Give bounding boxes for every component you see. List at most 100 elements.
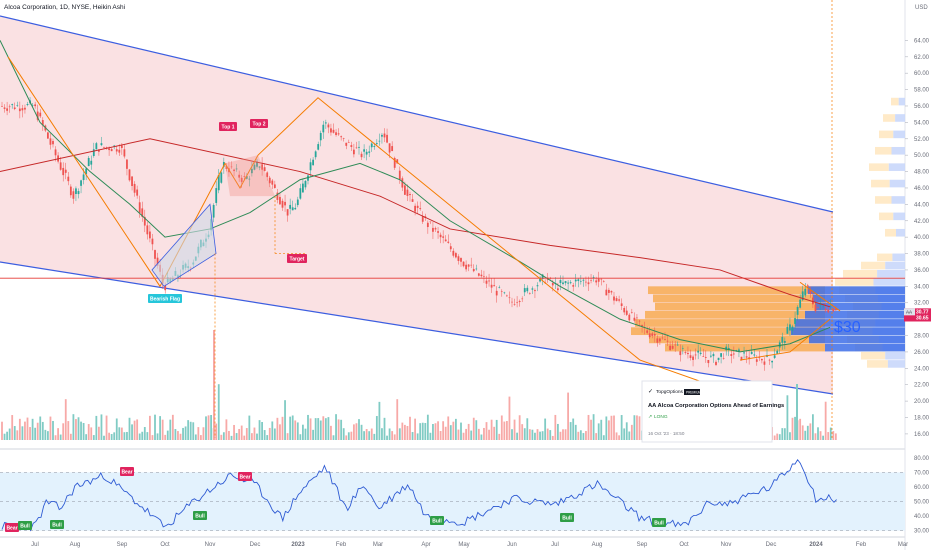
candle-body bbox=[13, 107, 16, 110]
volume-bar bbox=[549, 430, 552, 440]
recent-rising-line bbox=[739, 318, 831, 361]
candle-body bbox=[151, 238, 154, 245]
volume-bar bbox=[240, 425, 243, 440]
volume-bar bbox=[437, 421, 439, 440]
idea-author: TopgOptions bbox=[656, 389, 684, 395]
candle-body bbox=[8, 106, 11, 108]
candle-body bbox=[582, 279, 585, 281]
rsi-bear-signal-bg bbox=[120, 467, 134, 476]
volume-bar bbox=[832, 431, 835, 440]
candle-body bbox=[340, 136, 343, 138]
candle-body bbox=[460, 258, 462, 262]
candle-body bbox=[113, 145, 116, 147]
candle-body bbox=[577, 279, 580, 281]
candle-body bbox=[610, 291, 613, 293]
volume-bar bbox=[544, 418, 547, 440]
candle-body bbox=[608, 289, 610, 293]
candle-body bbox=[493, 285, 496, 287]
volume-bar bbox=[319, 420, 322, 440]
candle-body bbox=[330, 128, 332, 133]
candle-body bbox=[299, 188, 302, 199]
price-tick-label: 64.00 bbox=[914, 38, 930, 44]
candle-body bbox=[429, 221, 432, 223]
candle-body bbox=[812, 297, 814, 305]
candle-body bbox=[521, 298, 524, 300]
volume-bar bbox=[513, 419, 516, 440]
volume-bar bbox=[62, 423, 65, 440]
time-tick-label: Oct bbox=[679, 542, 689, 548]
volume-bar bbox=[613, 415, 615, 440]
idea-card[interactable]: ✓ TopgOptions PREMIUM AA Alcoa Corporati… bbox=[641, 380, 784, 443]
candle-body bbox=[16, 105, 19, 106]
candle-body bbox=[681, 348, 684, 349]
volume-bar bbox=[419, 423, 422, 440]
candle-body bbox=[332, 129, 335, 133]
candle-body bbox=[432, 227, 434, 232]
candle-body bbox=[243, 176, 246, 177]
rsi-tick-label: 80.00 bbox=[914, 456, 930, 462]
volume-bar bbox=[590, 419, 592, 440]
volume-profile-bar bbox=[891, 146, 905, 155]
candle-body bbox=[391, 146, 394, 152]
volume-bar bbox=[118, 427, 121, 440]
candle-body bbox=[314, 151, 317, 158]
volume-bar bbox=[222, 432, 225, 440]
candle-body bbox=[398, 170, 401, 180]
rsi-bull-signal-bg bbox=[193, 511, 207, 520]
descending-channel-fill bbox=[0, 16, 833, 394]
volume-bar bbox=[465, 428, 467, 440]
time-tick-label: Sep bbox=[637, 542, 648, 548]
volume-bar bbox=[577, 431, 580, 440]
candle-body bbox=[18, 108, 21, 112]
time-tick-label: 2024 bbox=[809, 542, 823, 548]
candle-body bbox=[477, 273, 480, 276]
candle-body bbox=[67, 176, 70, 182]
volume-bar bbox=[330, 425, 332, 440]
volume-bar bbox=[778, 434, 781, 440]
candle-body bbox=[1, 106, 3, 107]
time-tick-label: Jun bbox=[507, 542, 517, 548]
candle-body bbox=[646, 330, 649, 333]
candle-body bbox=[628, 314, 631, 321]
volume-bar bbox=[783, 428, 786, 440]
volume-bar bbox=[281, 416, 284, 440]
candle-body bbox=[809, 289, 812, 294]
candle-body bbox=[585, 281, 587, 283]
volume-bar bbox=[337, 419, 340, 440]
candle-body bbox=[240, 177, 243, 182]
volume-bar bbox=[143, 427, 146, 440]
volume-bar bbox=[235, 433, 238, 440]
candle-body bbox=[21, 108, 24, 111]
candle-body bbox=[567, 282, 569, 284]
volume-bar bbox=[602, 435, 605, 440]
candle-body bbox=[411, 199, 414, 202]
candle-body bbox=[472, 268, 475, 272]
price-tick-label: 34.00 bbox=[914, 284, 930, 290]
candle-body bbox=[128, 169, 131, 181]
candle-body bbox=[822, 305, 824, 307]
price-tick-label: 16.00 bbox=[914, 432, 930, 438]
volume-bar bbox=[141, 431, 144, 440]
volume-bar bbox=[1, 421, 3, 440]
volume-bar bbox=[444, 426, 447, 440]
candle-body bbox=[319, 132, 322, 141]
value-area-bar bbox=[791, 327, 905, 336]
volume-bar bbox=[52, 420, 54, 440]
volume-bar bbox=[6, 431, 8, 440]
candle-body bbox=[832, 309, 835, 312]
volume-bar bbox=[630, 424, 633, 440]
volume-bar bbox=[263, 430, 266, 440]
candle-body bbox=[720, 353, 722, 357]
last-price-label: 30.77 bbox=[916, 309, 929, 315]
candle-body bbox=[100, 143, 103, 146]
candle-body bbox=[133, 183, 136, 193]
candle-body bbox=[419, 208, 422, 210]
volume-bar bbox=[812, 414, 814, 440]
volume-bar bbox=[600, 419, 603, 440]
candle-body bbox=[276, 192, 279, 200]
candle-body bbox=[136, 189, 139, 196]
candle-body bbox=[34, 104, 37, 107]
volume-bar bbox=[347, 432, 350, 440]
candle-body bbox=[54, 149, 57, 156]
volume-bar bbox=[475, 420, 478, 440]
